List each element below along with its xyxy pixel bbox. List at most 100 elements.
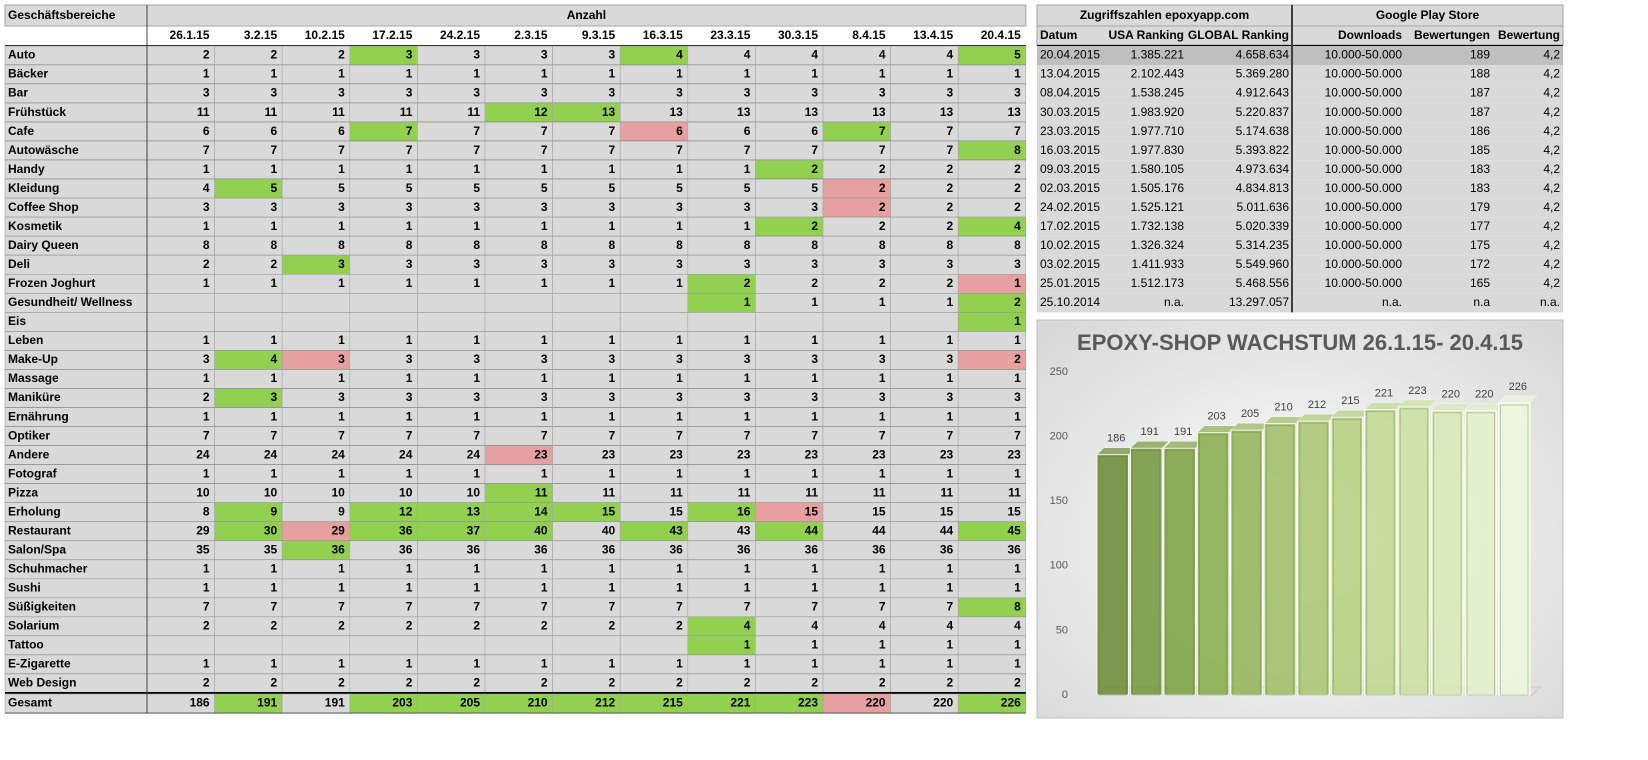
column-header: Bewertungen: [1414, 28, 1490, 42]
cell-value: 3: [811, 390, 818, 404]
cell-value: 1: [541, 561, 548, 575]
cell-value: 226: [1001, 696, 1021, 710]
cell-value: 7: [271, 428, 278, 442]
cell-value: 3: [947, 86, 954, 100]
cell-value: 30: [264, 523, 278, 537]
cell-value: 4: [203, 181, 210, 195]
row-bg: [1037, 46, 1563, 66]
cell: [281, 293, 351, 313]
cell-value: 1: [947, 466, 954, 480]
cell-value: 1: [271, 561, 278, 575]
cell-value: 23: [940, 447, 954, 461]
cell-value: 2: [811, 676, 818, 690]
cell-value: 7: [947, 600, 954, 614]
column-header: 17.2.15: [372, 28, 412, 42]
cell-value: 5: [406, 181, 413, 195]
cell-value: 7: [541, 143, 548, 157]
cell-value: 23: [669, 447, 683, 461]
cell-value: 1: [811, 67, 818, 81]
cell-value: 36: [669, 542, 683, 556]
cell-value: 8: [203, 238, 210, 252]
cell-value: 1: [879, 295, 886, 309]
cell-value: 8: [879, 238, 886, 252]
cell-value: 2: [947, 200, 954, 214]
cell-value: 3: [406, 48, 413, 62]
cell-value: 1: [203, 276, 210, 290]
cell-value: 4,2: [1543, 257, 1560, 271]
cell-value: 9: [338, 504, 345, 518]
cell-value: 36: [534, 542, 548, 556]
cell: [619, 635, 689, 656]
cell-value: 1: [947, 561, 954, 575]
cell-value: 4,2: [1543, 181, 1560, 195]
cell-value: 1: [473, 67, 480, 81]
cell-value: n.a.: [1164, 295, 1184, 309]
row-label: Bäcker: [8, 67, 48, 81]
cell-value: 17.02.2015: [1040, 219, 1100, 233]
column-header: 3.2.15: [244, 28, 278, 42]
header: Geschäftsbereiche: [8, 8, 116, 22]
cell-value: 1: [338, 219, 345, 233]
cell-value: 16: [737, 504, 751, 518]
cell-value: 37: [467, 523, 481, 537]
cell-value: 187: [1470, 86, 1490, 100]
row-label: Handy: [8, 162, 45, 176]
cell-value: 7: [947, 143, 954, 157]
cell-value: 8: [1014, 238, 1021, 252]
bar-side: [1165, 449, 1194, 696]
cell-value: 4: [811, 619, 818, 633]
column-header: 24.2.15: [440, 28, 480, 42]
cell-value: 1: [947, 409, 954, 423]
row-label: Gesamt: [8, 696, 52, 710]
cell-value: 1: [744, 333, 751, 347]
column-header: Bewertung: [1498, 28, 1560, 42]
cell-value: 2: [1014, 181, 1021, 195]
cell-value: 2: [879, 200, 886, 214]
cell-value: 186: [190, 696, 210, 710]
cell-value: 2: [203, 619, 210, 633]
cell-value: 11: [400, 105, 413, 119]
cell-value: 3: [406, 352, 413, 366]
cell-value: 4: [1014, 219, 1021, 233]
cell-value: 1: [744, 581, 751, 595]
cell-value: 2: [811, 219, 818, 233]
cell-value: 44: [805, 523, 819, 537]
bar: [1464, 410, 1497, 696]
cell-value: 7: [879, 143, 886, 157]
cell-value: 3: [541, 257, 548, 271]
cell-value: 1: [744, 466, 751, 480]
column-header: Datum: [1040, 28, 1077, 42]
cell-value: 5.549.960: [1236, 257, 1290, 271]
cell-value: 1: [473, 333, 480, 347]
cell-value: 10.000-50.000: [1325, 143, 1403, 157]
cell-value: 6: [203, 124, 210, 138]
cell-value: 1: [609, 67, 616, 81]
row-label: Kosmetik: [8, 219, 62, 233]
cell-value: 2: [609, 619, 616, 633]
cell-value: 10.000-50.000: [1325, 105, 1403, 119]
cell: [349, 312, 418, 332]
cell-value: 7: [811, 143, 818, 157]
cell-value: 10.000-50.000: [1325, 86, 1403, 100]
bar-top: [1129, 440, 1170, 449]
cell-value: n.a: [1473, 295, 1490, 309]
bar-top: [1297, 413, 1337, 422]
row-label: Make-Up: [8, 352, 58, 366]
cell-value: 10.000-50.000: [1325, 124, 1403, 138]
cell-value: 3: [744, 257, 751, 271]
label-cell: [4, 312, 148, 332]
cell-value: 7: [473, 143, 480, 157]
column-header: 20.4.15: [981, 28, 1021, 42]
cell-value: 1: [541, 333, 548, 347]
cell-value: 2: [1014, 295, 1021, 309]
cell-value: 8: [406, 238, 413, 252]
cell-value: 1: [271, 581, 278, 595]
bar-side: [1332, 418, 1362, 696]
cell-value: 1: [473, 409, 480, 423]
cell-value: 1: [811, 657, 818, 671]
cell-value: 1: [744, 561, 751, 575]
group-header: Google Play Store: [1376, 8, 1480, 22]
cell-value: 7: [1014, 428, 1021, 442]
cell-value: 7: [406, 600, 413, 614]
group-header: Zugriffszahlen epoxyapp.com: [1080, 8, 1249, 22]
